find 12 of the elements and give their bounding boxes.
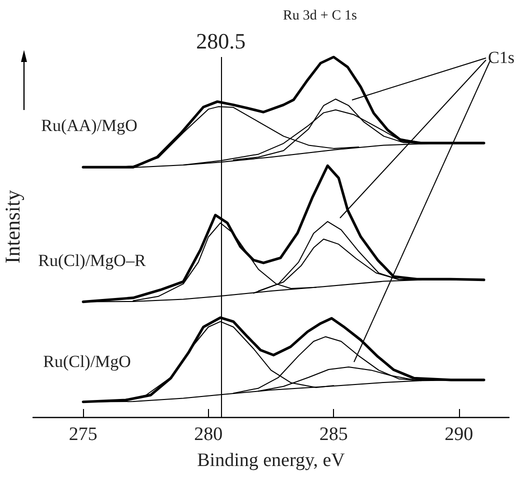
- annotation: C1s: [488, 48, 514, 67]
- series-label: Ru(AA)/MgO: [41, 116, 138, 136]
- y-axis-title: Intensity: [0, 190, 24, 264]
- x-tick-label: 275: [68, 424, 98, 445]
- x-tick-label: 285: [319, 424, 348, 445]
- ref-line-label: 280.5: [196, 28, 246, 54]
- chart-title: Ru 3d + C 1s: [282, 8, 358, 24]
- x-tick-label: 280: [194, 424, 223, 445]
- x-tick-label: 290: [444, 424, 474, 445]
- series-label: Ru(Cl)/MgO: [43, 352, 131, 371]
- series-label: Ru(Cl)/MgO–R: [38, 250, 146, 270]
- x-axis-title: Binding energy, eV: [197, 450, 346, 471]
